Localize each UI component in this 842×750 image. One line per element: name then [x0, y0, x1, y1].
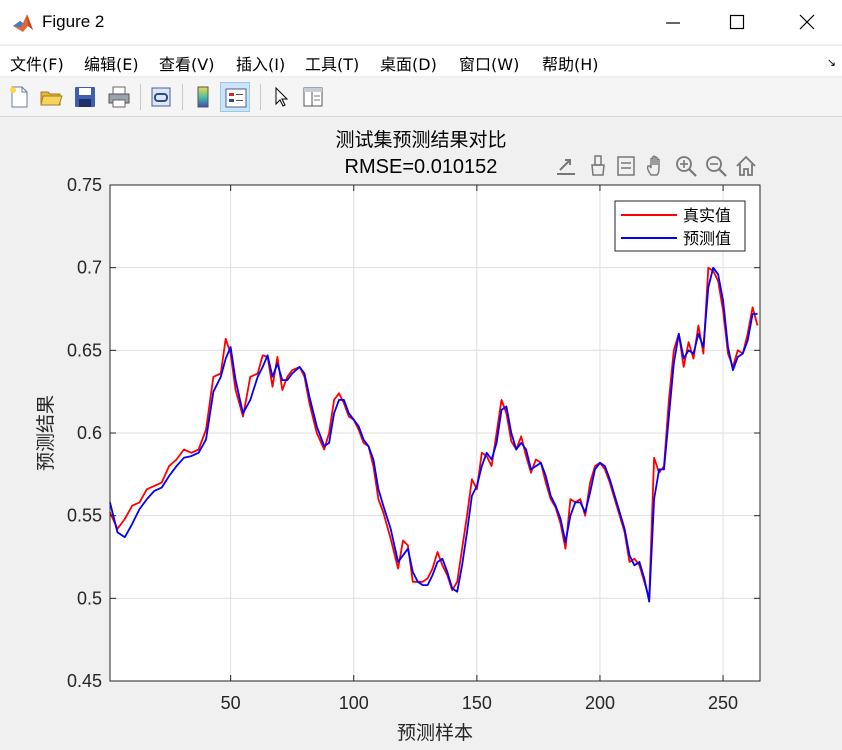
y-tick-label: 0.7	[77, 258, 102, 278]
export-icon	[557, 159, 575, 175]
axes-datatip-button[interactable]	[612, 152, 640, 180]
menu-insert[interactable]: 插入(I)	[236, 55, 286, 74]
x-tick-label: 100	[339, 693, 369, 713]
figure-toolbar	[0, 78, 842, 117]
menu-help[interactable]: 帮助(H)	[542, 55, 599, 74]
close-icon	[799, 14, 815, 30]
colorbar-icon	[197, 86, 209, 108]
axes-home-button[interactable]	[732, 152, 760, 180]
menu-tools[interactable]: 工具(T)	[305, 55, 360, 74]
edit-plot-button[interactable]	[266, 82, 296, 112]
chart-subtitle: RMSE=0.010152	[344, 156, 498, 178]
matlab-logo-icon	[13, 14, 33, 32]
link-plot-button[interactable]	[146, 82, 176, 112]
y-tick-label: 0.5	[77, 588, 102, 608]
x-tick-label: 150	[462, 693, 492, 713]
pan-icon	[646, 155, 660, 176]
x-tick-label: 200	[585, 693, 615, 713]
legend-icon	[225, 88, 247, 108]
legend[interactable]	[614, 200, 746, 252]
property-inspector-icon	[303, 87, 323, 107]
toolbar-separator	[182, 84, 183, 110]
open-file-icon	[40, 91, 63, 106]
close-button[interactable]	[784, 0, 830, 44]
x-tick-label: 50	[221, 693, 241, 713]
home-icon	[736, 155, 756, 176]
x-axis-label: 预测样本	[397, 722, 473, 744]
menu-desktop[interactable]: 桌面(D)	[380, 55, 437, 74]
toolbar-separator	[140, 84, 141, 110]
axes-brush-button[interactable]	[584, 152, 612, 180]
new-figure-button[interactable]	[4, 82, 34, 112]
y-tick-label: 0.6	[77, 423, 102, 443]
y-axis-label: 预测结果	[35, 395, 57, 471]
y-tick-label: 0.45	[67, 671, 102, 691]
line-chart[interactable]: 50 100 150 200 250 0.45 0.5 0.55 0.6 0.65 0.7 0.75 预…	[0, 117, 842, 750]
toolbar-separator	[260, 84, 261, 110]
zoom-in-icon	[676, 156, 697, 177]
menu-edit[interactable]: 编辑(E)	[84, 55, 139, 74]
zoom-out-icon	[706, 156, 727, 177]
y-tick-label: 0.75	[67, 175, 102, 195]
open-file-button[interactable]	[36, 82, 66, 112]
chart-title: 测试集预测结果对比	[335, 129, 507, 151]
property-inspector-button[interactable]	[298, 82, 328, 112]
new-figure-icon	[10, 86, 28, 108]
minimize-icon	[666, 22, 680, 24]
legend-label: 预测值	[683, 229, 731, 248]
edit-plot-icon	[275, 86, 289, 107]
maximize-button[interactable]	[714, 0, 760, 44]
maximize-icon	[729, 14, 745, 30]
x-tick-label: 250	[708, 693, 738, 713]
menu-window[interactable]: 窗口(W)	[459, 55, 520, 74]
menu-view[interactable]: 查看(V)	[159, 55, 215, 74]
minimize-button[interactable]	[650, 0, 696, 44]
colorbar-button[interactable]	[188, 82, 218, 112]
link-plot-icon	[151, 87, 171, 107]
series-line-predicted[interactable]	[109, 266, 758, 603]
menu-overflow-icon[interactable]: ↘	[826, 56, 836, 69]
save-icon	[75, 87, 95, 107]
menu-file[interactable]: 文件(F)	[10, 55, 64, 74]
save-button[interactable]	[70, 82, 100, 112]
axes-zoom-in-button[interactable]	[672, 152, 700, 180]
menu-bar: 文件(F) 编辑(E) 查看(V) 插入(I) 工具(T) 桌面(D) 窗口(W…	[0, 46, 842, 76]
axes-export-button[interactable]	[552, 152, 580, 180]
legend-button[interactable]	[220, 82, 250, 112]
window-title: Figure 2	[42, 12, 105, 31]
brush-icon	[591, 155, 605, 176]
y-tick-label: 0.65	[67, 340, 102, 360]
print-button[interactable]	[104, 82, 134, 112]
y-tick-label: 0.55	[67, 506, 102, 526]
data-tips-icon	[617, 156, 635, 176]
title-bar: Figure 2	[0, 0, 842, 44]
legend-label: 真实值	[683, 206, 731, 225]
axes-pan-button[interactable]	[642, 152, 670, 180]
figure-canvas: 50 100 150 200 250 0.45 0.5 0.55 0.6 0.65 0.7 0.75 预…	[0, 117, 842, 750]
axes-zoom-out-button[interactable]	[702, 152, 730, 180]
print-icon	[108, 86, 130, 108]
